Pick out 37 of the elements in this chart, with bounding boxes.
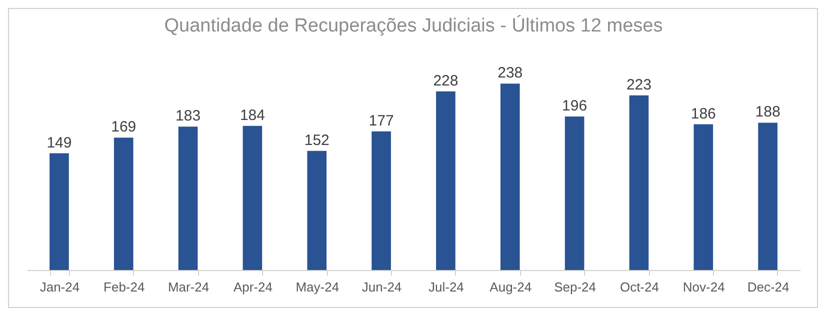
bar: [500, 84, 520, 270]
bar: [564, 116, 584, 270]
data-label: 183: [176, 108, 201, 125]
x-tick-label: Jan-24: [40, 280, 80, 294]
bar: [307, 150, 327, 270]
x-tick-label: Sep-24: [554, 280, 596, 294]
bar: [242, 126, 262, 270]
data-label: 184: [240, 106, 265, 124]
x-tick-label: May-24: [296, 280, 340, 294]
bar: [758, 122, 778, 270]
data-label: 188: [755, 104, 780, 121]
data-label: 223: [626, 76, 652, 94]
data-label: 196: [562, 97, 588, 114]
data-label: 238: [498, 64, 523, 82]
bar: [694, 124, 714, 270]
data-label: 228: [433, 72, 458, 90]
x-tick-label: Apr-24: [233, 280, 272, 294]
bar: [372, 131, 391, 270]
x-tick-label: Jul-24: [428, 280, 464, 294]
data-label: 169: [111, 118, 136, 136]
bar: [629, 95, 649, 270]
data-label: 149: [46, 134, 72, 152]
chart-title: Quantidade de Recuperações Judiciais - Últimos 12 meses: [164, 14, 663, 37]
data-label: 186: [690, 105, 716, 122]
x-tick-label: Jun-24: [362, 280, 402, 294]
data-label: 177: [368, 112, 394, 130]
bar: [178, 126, 198, 270]
bar: [436, 91, 456, 270]
bar: [114, 138, 134, 270]
x-tick-label: Mar-24: [168, 280, 210, 294]
x-tick-label: Nov-24: [682, 280, 725, 294]
x-tick-label: Feb-24: [104, 280, 145, 294]
x-tick-label: Aug-24: [490, 280, 532, 294]
x-tick-label: Dec-24: [747, 280, 790, 294]
x-tick-label: Oct-24: [620, 280, 659, 294]
data-label: 152: [304, 132, 330, 149]
bar: [50, 153, 69, 270]
